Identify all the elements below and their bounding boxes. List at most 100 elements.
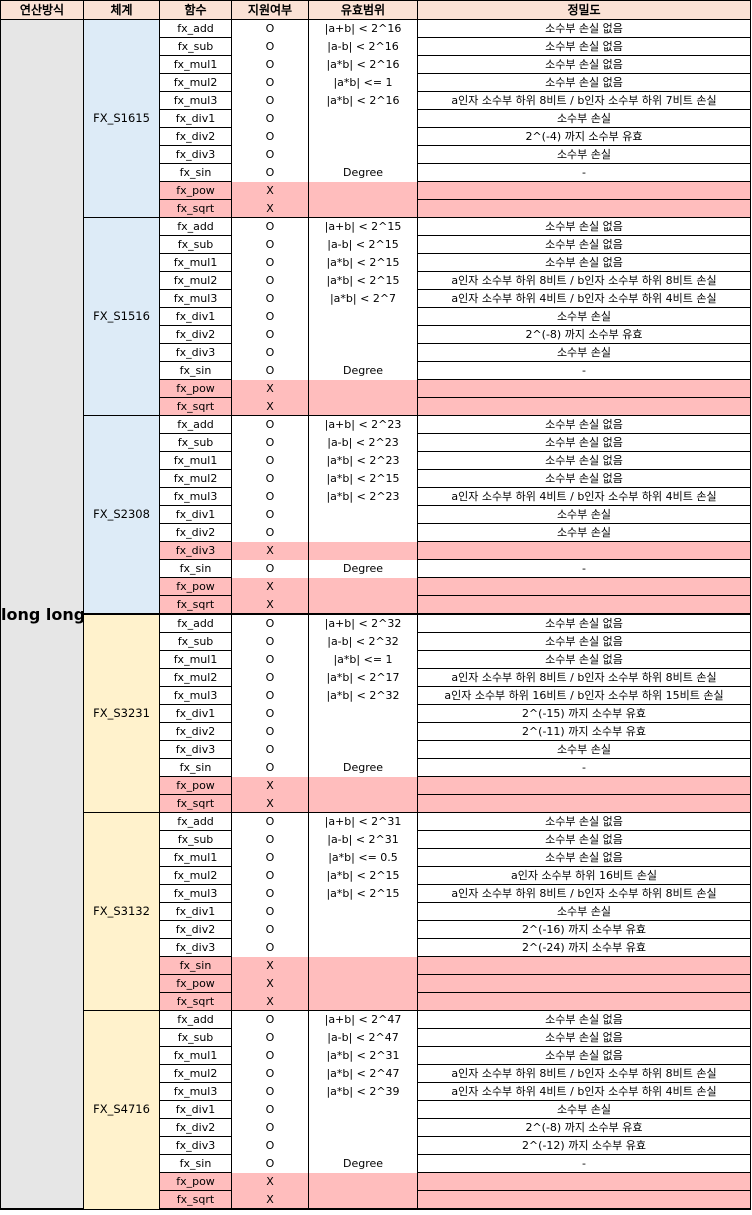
support-cell: O (231, 650, 309, 669)
function-cell: fx_mul3 (159, 686, 232, 705)
function-cell: fx_sqrt (159, 794, 232, 813)
table-row: fx_sub O |a-b| < 2^47 소수부 손실 없음 (1, 1028, 751, 1047)
table-row: fx_div2 O 2^(-11) 까지 소수부 유효 (1, 722, 751, 741)
precision-cell: 소수부 손실 없음 (417, 1028, 751, 1047)
valid-range-cell: |a*b| < 2^39 (308, 1082, 418, 1101)
support-cell: X (231, 181, 309, 200)
valid-range-cell: |a+b| < 2^32 (308, 613, 418, 633)
support-cell: O (231, 433, 309, 452)
function-cell: fx_sin (159, 361, 232, 380)
valid-range-cell: |a*b| < 2^16 (308, 55, 418, 74)
precision-cell: 소수부 손실 없음 (417, 613, 751, 633)
table-row: fx_div2 O 2^(-8) 까지 소수부 유효 (1, 325, 751, 344)
precision-cell: a인자 소수부 하위 4비트 / b인자 소수부 하위 4비트 손실 (417, 289, 751, 308)
table-row: fx_sub O |a-b| < 2^23 소수부 손실 없음 (1, 433, 751, 452)
support-cell: X (231, 577, 309, 596)
function-cell: fx_div2 (159, 127, 232, 146)
valid-range-cell: |a-b| < 2^31 (308, 830, 418, 849)
table-row: fx_div1 O 소수부 손실 (1, 902, 751, 921)
table-row: fx_sub O |a-b| < 2^32 소수부 손실 없음 (1, 632, 751, 651)
table-row: fx_mul2 O |a*b| < 2^17 a인자 소수부 하위 8비트 / b인자… (1, 668, 751, 687)
support-cell: X (231, 992, 309, 1011)
valid-range-cell: |a+b| < 2^31 (308, 812, 418, 831)
support-cell: O (231, 73, 309, 92)
support-cell: O (231, 704, 309, 723)
precision-cell: 소수부 손실 (417, 740, 751, 759)
precision-cell: 소수부 손실 없음 (417, 37, 751, 56)
table-row: fx_mul1 O |a*b| < 2^16 소수부 손실 없음 (1, 55, 751, 74)
precision-cell: 소수부 손실 없음 (417, 451, 751, 470)
support-cell: X (231, 1190, 309, 1210)
table-row: fx_mul1 O |a*b| < 2^31 소수부 손실 없음 (1, 1046, 751, 1065)
valid-range-cell: |a*b| < 2^23 (308, 487, 418, 506)
precision-cell: 소수부 손실 없음 (417, 812, 751, 831)
precision-cell: - (417, 163, 751, 182)
function-cell: fx_add (159, 19, 232, 38)
precision-cell: 소수부 손실 (417, 1100, 751, 1119)
function-cell: fx_pow (159, 181, 232, 200)
precision-cell: 소수부 손실 없음 (417, 469, 751, 488)
support-cell: X (231, 397, 309, 416)
function-cell: fx_add (159, 217, 232, 236)
function-cell: fx_mul1 (159, 848, 232, 867)
table-row: fx_div3 O 소수부 손실 (1, 740, 751, 759)
table-row: fx_mul1 O |a*b| < 2^15 소수부 손실 없음 (1, 253, 751, 272)
valid-range-cell: Degree (308, 163, 418, 182)
table-row: long long FX_S1615 fx_add O |a+b| < 2^16 소수부 … (0, 19, 751, 1210)
precision-cell (417, 541, 751, 560)
support-cell: O (231, 1046, 309, 1065)
support-cell: O (231, 451, 309, 470)
function-cell: fx_div3 (159, 1136, 232, 1155)
precision-cell: 소수부 손실 없음 (417, 217, 751, 236)
header-function: 함수 (159, 0, 232, 20)
function-cell: fx_mul1 (159, 451, 232, 470)
valid-range-cell (308, 704, 418, 723)
support-cell: O (231, 1010, 309, 1029)
support-cell: O (231, 740, 309, 759)
precision-cell: 소수부 손실 없음 (417, 830, 751, 849)
support-cell: O (231, 1136, 309, 1155)
table-row: fx_mul2 O |a*b| <= 1 소수부 손실 없음 (1, 73, 751, 92)
support-cell: X (231, 794, 309, 813)
valid-range-cell: Degree (308, 361, 418, 380)
precision-cell (417, 956, 751, 975)
header-row: 연산방식 체계 함수 지원여부 유효범위 정밀도 (0, 0, 751, 20)
function-cell: fx_div3 (159, 343, 232, 362)
function-cell: fx_sub (159, 235, 232, 254)
support-cell: O (231, 686, 309, 705)
valid-range-cell (308, 1172, 418, 1191)
table-row: fx_pow X (1, 577, 751, 596)
precision-cell: 소수부 손실 (417, 307, 751, 326)
support-cell: O (231, 1154, 309, 1173)
function-cell: fx_div1 (159, 109, 232, 128)
valid-range-cell: |a*b| < 2^15 (308, 469, 418, 488)
support-cell: O (231, 632, 309, 651)
function-cell: fx_div2 (159, 1118, 232, 1137)
function-cell: fx_sin (159, 1154, 232, 1173)
table-row: fx_div2 O 소수부 손실 (1, 523, 751, 542)
valid-range-cell (308, 541, 418, 560)
table-row: fx_sqrt X (1, 397, 751, 416)
function-cell: fx_div3 (159, 145, 232, 164)
precision-cell: 소수부 손실 없음 (417, 19, 751, 38)
function-cell: fx_div3 (159, 541, 232, 560)
function-cell: fx_mul1 (159, 1046, 232, 1065)
precision-cell: a인자 소수부 하위 8비트 / b인자 소수부 하위 8비트 손실 (417, 668, 751, 687)
header-valid-range: 유효범위 (308, 0, 418, 20)
valid-range-cell (308, 199, 418, 218)
valid-range-cell: |a*b| < 2^47 (308, 1064, 418, 1083)
function-cell: fx_sqrt (159, 595, 232, 615)
precision-cell: 소수부 손실 없음 (417, 55, 751, 74)
valid-range-cell: |a-b| < 2^15 (308, 235, 418, 254)
table-row: fx_div1 O 소수부 손실 (1, 307, 751, 326)
support-cell: O (231, 145, 309, 164)
precision-cell (417, 992, 751, 1011)
support-cell: O (231, 217, 309, 236)
table-row: fx_sin O Degree - (1, 1154, 751, 1173)
valid-range-cell: |a+b| < 2^15 (308, 217, 418, 236)
support-cell: O (231, 1082, 309, 1101)
valid-range-cell (308, 109, 418, 128)
function-cell: fx_sqrt (159, 199, 232, 218)
table-row: fx_sqrt X (1, 1190, 751, 1210)
